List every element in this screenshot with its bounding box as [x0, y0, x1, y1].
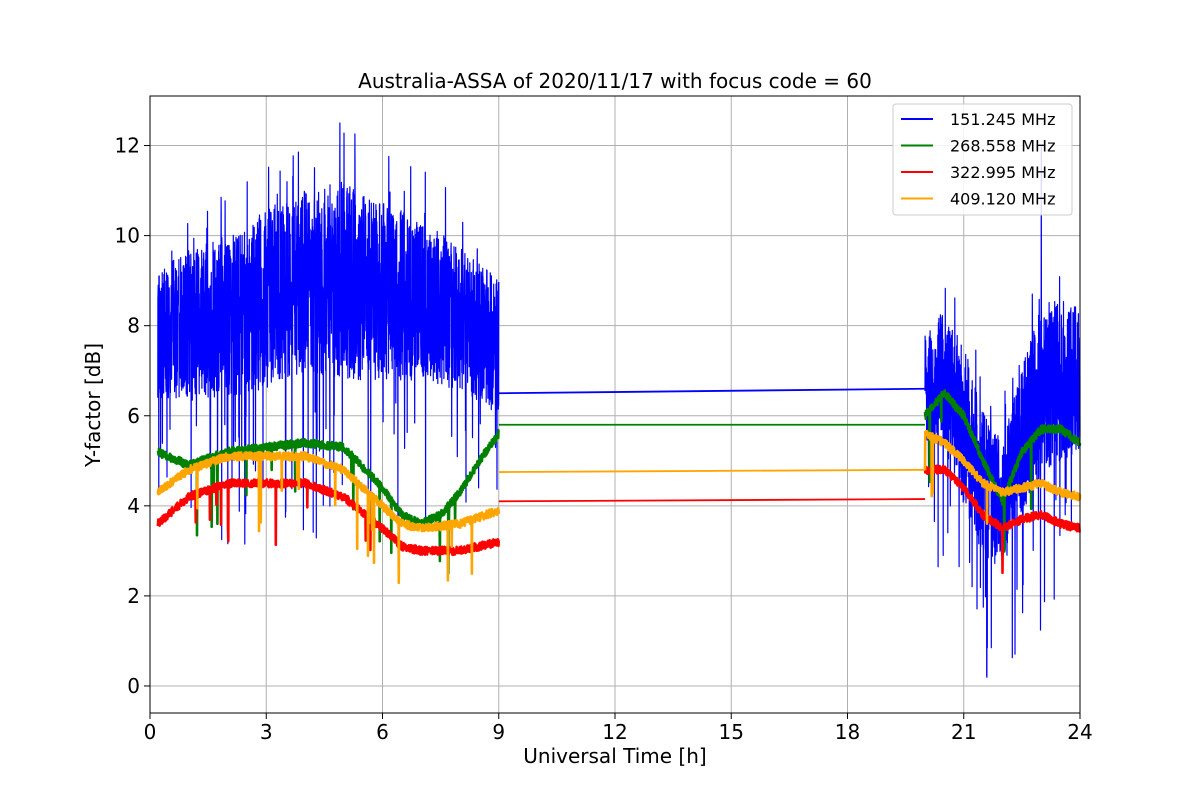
y-axis-title: Y-factor [dB]	[81, 343, 105, 468]
x-tick-label: 15	[719, 720, 744, 744]
legend: 151.245 MHz 268.558 MHz 322.995 MHz 409.120…	[892, 103, 1073, 216]
x-tick-label: 21	[951, 720, 976, 744]
x-tick-label: 0	[144, 720, 157, 744]
x-tick-label: 6	[376, 720, 389, 744]
x-tick-label: 9	[492, 720, 505, 744]
series-gap-line	[498, 387, 926, 395]
y-tick-label: 6	[127, 404, 140, 428]
plot-series	[156, 122, 1082, 678]
series-line-segment-2	[923, 464, 1082, 575]
y-tick-label: 4	[127, 494, 140, 518]
series-409-120-mhz	[156, 429, 1082, 584]
series-line-segment-2	[923, 429, 1082, 525]
series-gap-line	[498, 468, 926, 473]
series-gap-line	[498, 498, 926, 503]
chart-title: Australia-ASSA of 2020/11/17 with focus …	[358, 69, 872, 93]
y-tick-label: 12	[115, 134, 140, 158]
x-tick-label: 18	[835, 720, 860, 744]
series-line-segment-2	[923, 389, 1082, 553]
x-tick-label: 24	[1067, 720, 1092, 744]
legend-label-151-245-mhz: 151.245 MHz	[950, 110, 1055, 129]
x-tick-label: 12	[602, 720, 627, 744]
series-322-995-mhz	[156, 464, 1082, 575]
legend-label-322-995-mhz: 322.995 MHz	[950, 163, 1055, 182]
y-tick-label: 0	[127, 674, 140, 698]
legend-label-268-558-mhz: 268.558 MHz	[950, 137, 1055, 156]
legend-frame	[892, 103, 1073, 216]
y-tick-label: 10	[115, 224, 140, 248]
x-axis-title: Universal Time [h]	[523, 744, 706, 768]
series-line-segment-1	[156, 478, 501, 557]
y-tick-label: 8	[127, 314, 140, 338]
series-line-segment-1	[156, 450, 501, 584]
x-tick-label: 3	[260, 720, 273, 744]
series-line-segment-1	[157, 122, 500, 545]
y-tick-label: 2	[127, 584, 140, 608]
legend-label-409-120-mhz: 409.120 MHz	[950, 190, 1055, 209]
